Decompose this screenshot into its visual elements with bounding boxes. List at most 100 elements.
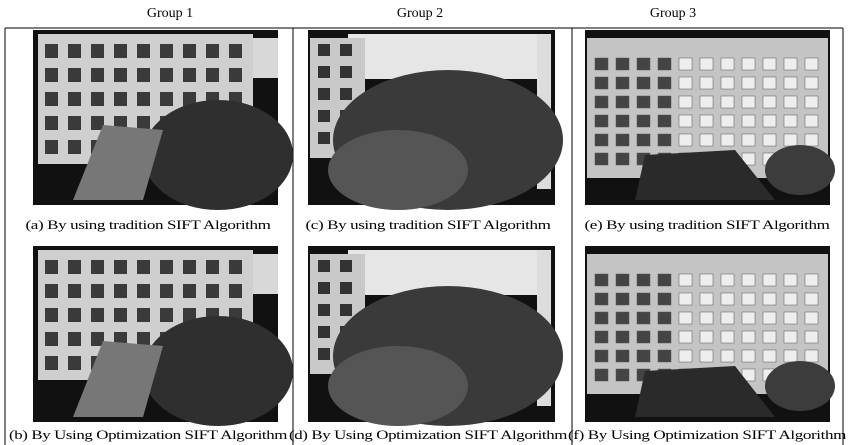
window (183, 44, 196, 58)
window (114, 68, 127, 82)
window (658, 77, 671, 89)
window (805, 331, 818, 343)
window (318, 326, 330, 338)
window (45, 308, 58, 322)
window (318, 260, 330, 272)
window (137, 68, 150, 82)
window (160, 68, 173, 82)
window (160, 308, 173, 322)
window (318, 348, 330, 360)
window (679, 134, 692, 146)
window (183, 260, 196, 274)
window (658, 312, 671, 324)
window (45, 260, 58, 274)
window (805, 274, 818, 286)
panel-caption: (a) By using tradition SIFT Algorithm (26, 217, 271, 232)
window (700, 77, 713, 89)
window (637, 115, 650, 127)
window (637, 134, 650, 146)
window (679, 58, 692, 70)
panel-caption: (d) By Using Optimization SIFT Algorithm (289, 427, 567, 442)
window (742, 331, 755, 343)
window (721, 58, 734, 70)
window (45, 68, 58, 82)
window (784, 312, 797, 324)
window (784, 293, 797, 305)
window (784, 274, 797, 286)
window (700, 96, 713, 108)
window (68, 332, 81, 346)
window (742, 312, 755, 324)
photo (585, 246, 835, 422)
window (679, 293, 692, 305)
window (637, 293, 650, 305)
window (616, 350, 629, 362)
window (91, 68, 104, 82)
window (658, 115, 671, 127)
window (206, 44, 219, 58)
window (679, 96, 692, 108)
window (91, 260, 104, 274)
window (160, 92, 173, 106)
window (595, 350, 608, 362)
window (784, 96, 797, 108)
window (784, 331, 797, 343)
window (595, 115, 608, 127)
window (68, 140, 81, 154)
window (616, 153, 629, 165)
window (763, 350, 776, 362)
window (318, 88, 330, 100)
window (206, 260, 219, 274)
window (229, 44, 242, 58)
window (595, 369, 608, 381)
trees (143, 316, 293, 426)
window (742, 77, 755, 89)
window (229, 68, 242, 82)
window (742, 58, 755, 70)
window (763, 134, 776, 146)
window (68, 260, 81, 274)
window (700, 274, 713, 286)
window (616, 274, 629, 286)
window (137, 284, 150, 298)
window (318, 132, 330, 144)
column-header: Group 2 (397, 6, 443, 21)
window (700, 134, 713, 146)
trees-front (328, 130, 468, 210)
panel-caption: (f) By Using Optimization SIFT Algorithm (568, 427, 846, 442)
window (595, 293, 608, 305)
window (318, 110, 330, 122)
window (595, 77, 608, 89)
window (658, 134, 671, 146)
photo (33, 30, 293, 210)
window (160, 44, 173, 58)
window (183, 68, 196, 82)
window (595, 96, 608, 108)
window (206, 68, 219, 82)
window (721, 293, 734, 305)
photo (33, 246, 293, 426)
window (137, 260, 150, 274)
window (340, 260, 352, 272)
trees (143, 100, 293, 210)
window (91, 308, 104, 322)
window (805, 96, 818, 108)
photo (308, 30, 563, 210)
window (68, 308, 81, 322)
window (700, 58, 713, 70)
window (318, 304, 330, 316)
window (637, 96, 650, 108)
column-header: Group 3 (650, 6, 696, 21)
window (595, 274, 608, 286)
window (679, 115, 692, 127)
window (637, 350, 650, 362)
window (137, 308, 150, 322)
window (700, 293, 713, 305)
window (763, 312, 776, 324)
window (45, 116, 58, 130)
window (679, 312, 692, 324)
window (318, 282, 330, 294)
window (340, 88, 352, 100)
window (721, 115, 734, 127)
window (658, 350, 671, 362)
